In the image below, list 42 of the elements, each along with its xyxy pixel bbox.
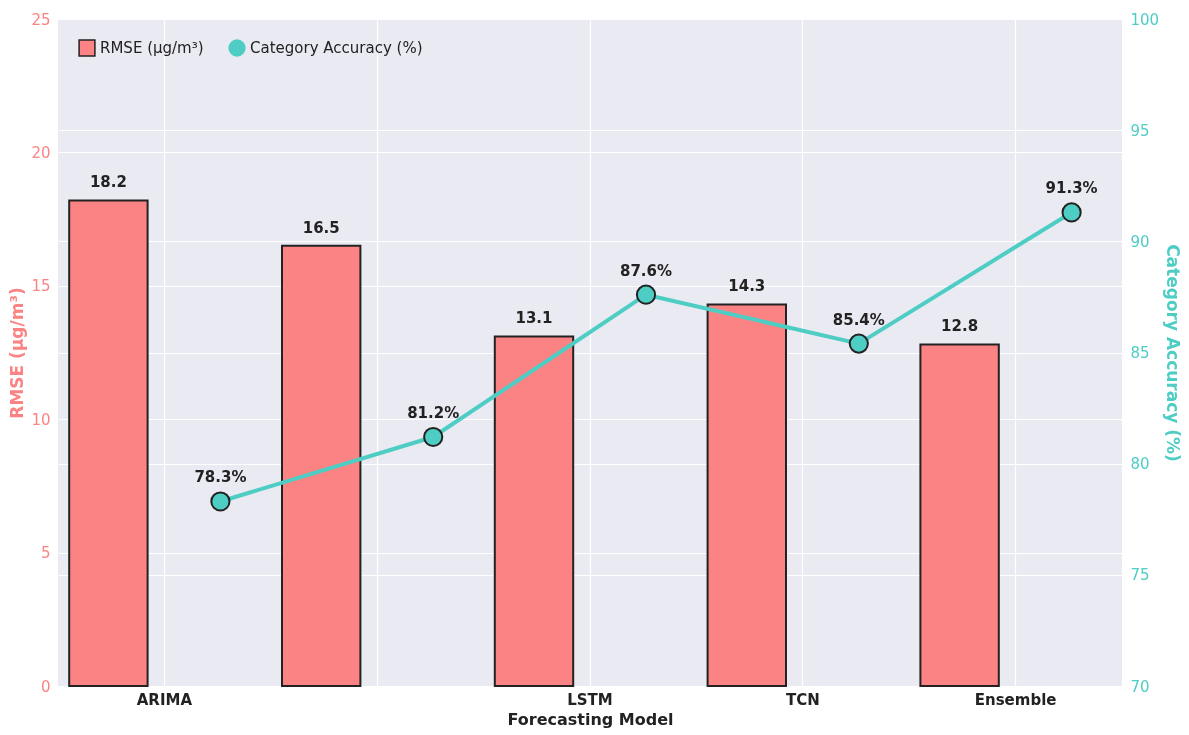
y-tick-label: 0 — [40, 677, 51, 696]
legend-label: RMSE (μg/m³) — [100, 39, 204, 57]
data-label: 12.8 — [941, 317, 979, 336]
y2-tick-label: 100 — [1130, 10, 1160, 29]
y-tick-label: 15 — [31, 277, 51, 296]
x-axis-title: Forecasting Model — [507, 709, 674, 729]
data-label: 81.2% — [407, 403, 460, 422]
bar — [68, 199, 149, 687]
y2-tick-label: 95 — [1130, 121, 1150, 140]
y2-tick-label: 85 — [1130, 344, 1150, 362]
x-tick-label: ARIMA — [136, 690, 193, 709]
x-tick-label: TCN — [785, 690, 820, 709]
point — [423, 426, 444, 448]
data-label: 87.6% — [619, 261, 673, 280]
data-label: 85.4% — [832, 310, 885, 329]
data-label: 18.2 — [89, 173, 127, 192]
y-tick-label: 10 — [31, 410, 51, 429]
data-label: 16.5 — [302, 218, 340, 237]
legend-label: Category Accuracy (%) — [250, 39, 423, 57]
y2-tick-label: 75 — [1130, 566, 1150, 585]
point — [210, 491, 231, 512]
y2-axis-title: Category Accuracy (%) — [1163, 244, 1184, 462]
data-label: 13.1 — [515, 309, 553, 328]
point — [848, 333, 869, 354]
x-tick-label: Ensemble — [974, 690, 1057, 709]
y2-tick-label: 70 — [1130, 677, 1150, 696]
data-label: 78.3% — [194, 468, 247, 487]
bar — [706, 303, 787, 687]
bar — [281, 244, 362, 687]
data-label: 14.3 — [728, 277, 766, 296]
y2-tick-label: 90 — [1130, 232, 1150, 251]
y2-tick-label: 80 — [1130, 455, 1150, 474]
point — [1061, 202, 1082, 223]
y-tick-label: 5 — [40, 544, 51, 563]
data-label: 91.3% — [1045, 179, 1098, 198]
y-axis-title: RMSE (μg/m³) — [7, 287, 28, 419]
x-tick-label: LSTM — [567, 690, 613, 709]
y-tick-label: 25 — [31, 10, 51, 29]
bar — [493, 335, 575, 687]
point — [635, 284, 657, 305]
y-tick-label: 20 — [31, 143, 51, 162]
bar — [919, 343, 1000, 687]
